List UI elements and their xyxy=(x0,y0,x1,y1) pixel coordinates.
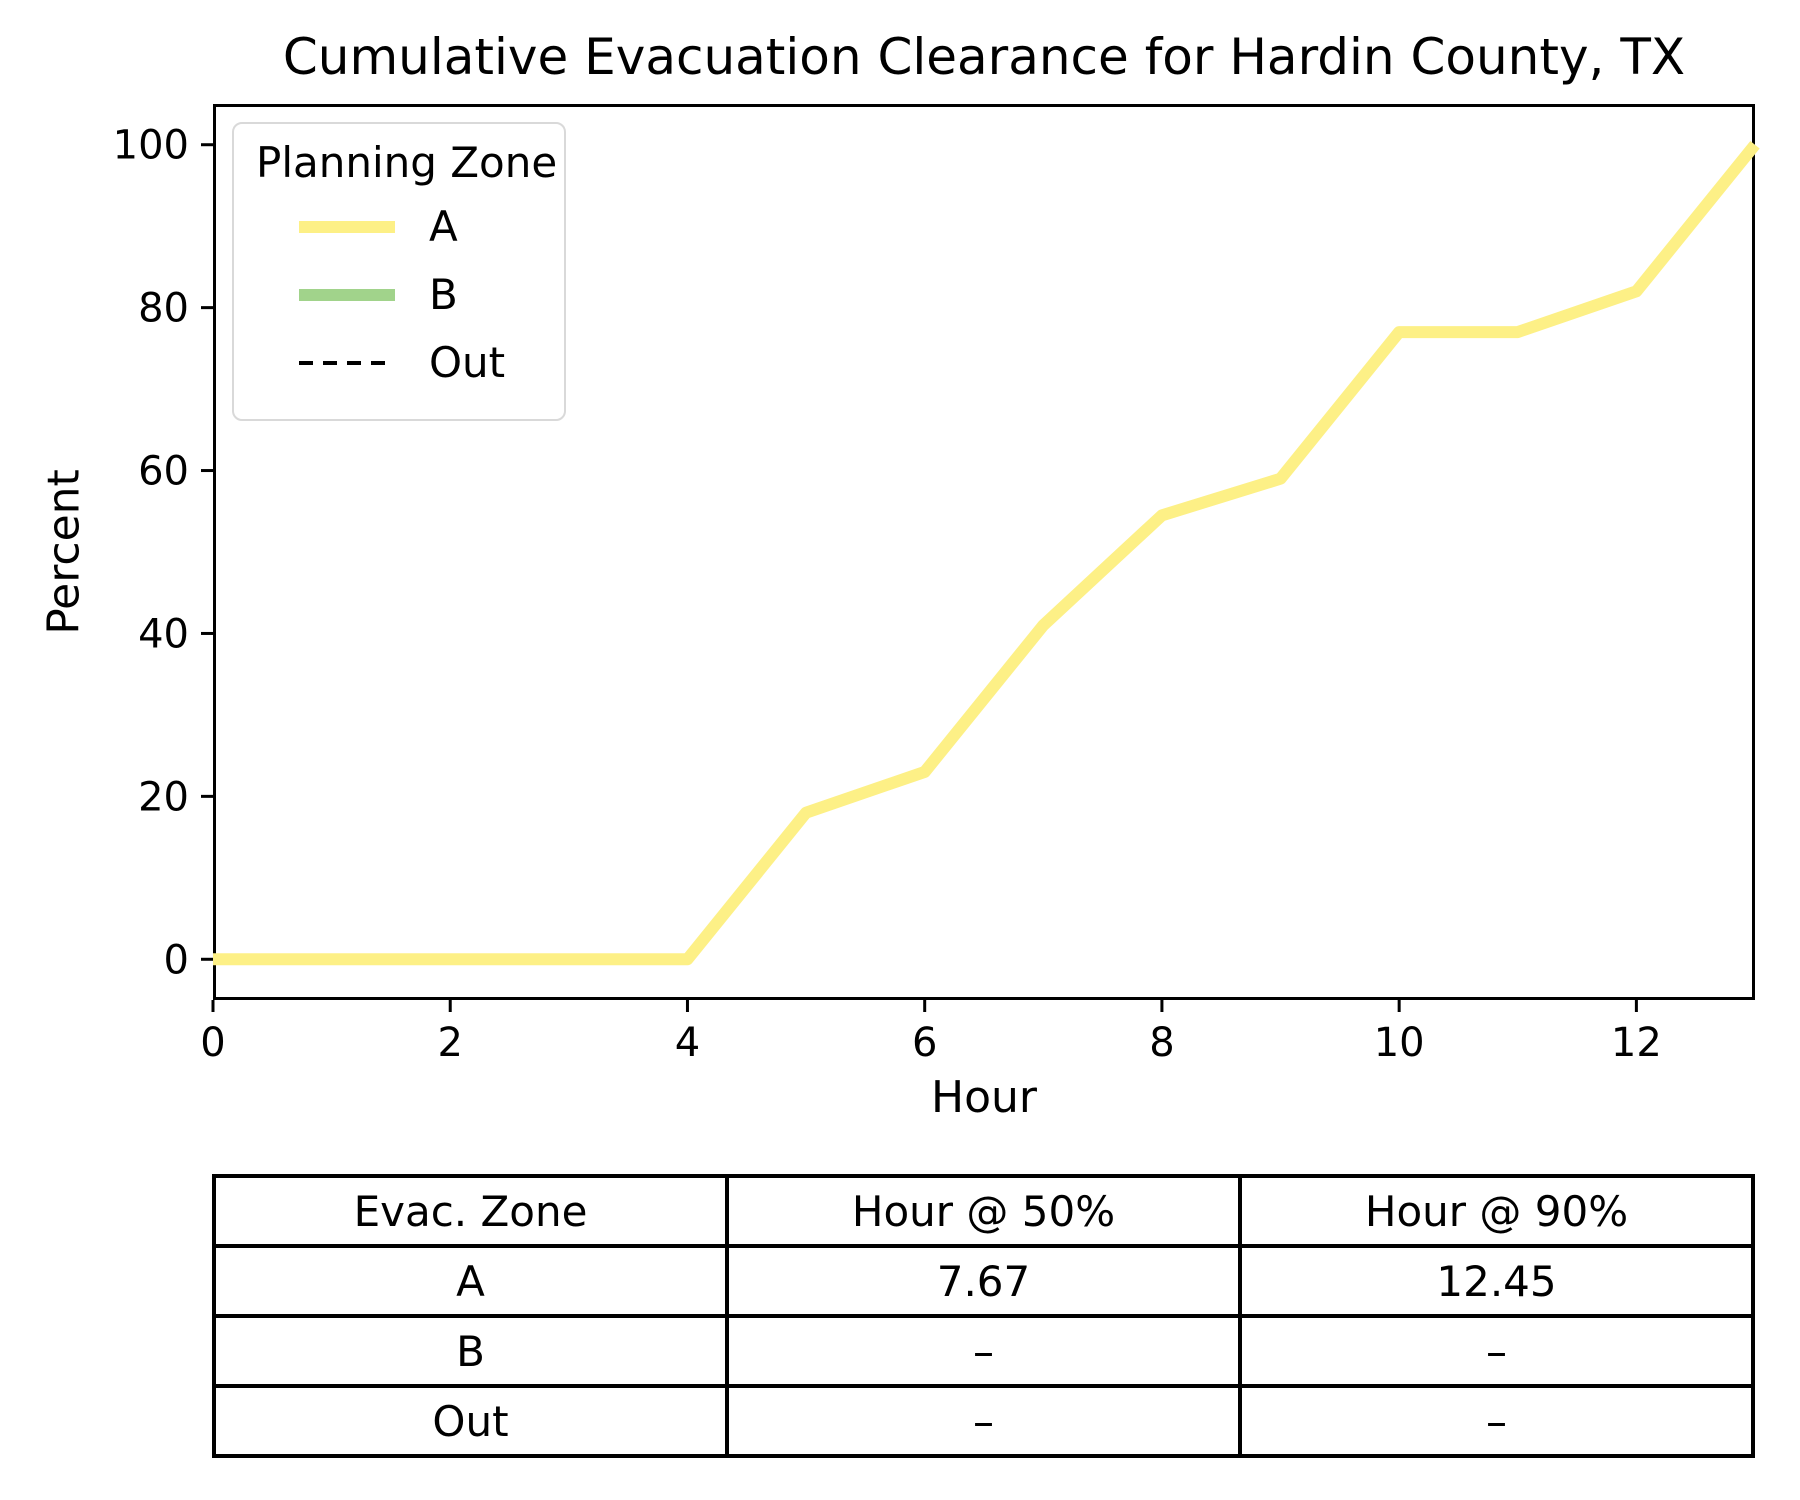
legend-swatch-solid-icon xyxy=(299,221,395,233)
table-cell: – xyxy=(725,1314,1242,1388)
table-row: Out – – xyxy=(212,1384,1755,1458)
table-header-cell: Hour @ 90% xyxy=(1238,1174,1755,1248)
legend-item-a: A xyxy=(254,193,544,261)
legend-label: B xyxy=(429,270,458,319)
table-row: B – – xyxy=(212,1314,1755,1388)
legend-swatch-dashed-icon xyxy=(299,361,395,365)
legend-label: A xyxy=(429,202,458,251)
y-tick-label: 100 xyxy=(113,123,189,169)
plot-area: 0 2 4 6 8 10 12 0 20 40 60 80 100 xyxy=(113,104,1760,1066)
legend-item-b: B xyxy=(254,261,544,329)
x-tick-label: 4 xyxy=(675,1020,700,1066)
x-tick-label: 8 xyxy=(1149,1020,1174,1066)
table-cell: A xyxy=(212,1244,729,1318)
y-tick-label: 20 xyxy=(138,774,189,820)
x-tick-label: 0 xyxy=(200,1020,225,1066)
legend-title: Planning Zone xyxy=(256,138,558,187)
series-line-a xyxy=(213,140,1760,966)
table-cell: Out xyxy=(212,1384,729,1458)
legend: Planning Zone A B Out xyxy=(232,122,566,421)
table-header-cell: Evac. Zone xyxy=(212,1174,729,1248)
table-cell: B xyxy=(212,1314,729,1388)
axes-box xyxy=(213,104,1755,1000)
table-cell: 12.45 xyxy=(1238,1244,1755,1318)
y-tick-label: 40 xyxy=(138,611,189,657)
y-axis-label: Percent xyxy=(38,469,90,635)
legend-item-out: Out xyxy=(254,329,544,397)
legend-label: Out xyxy=(429,338,506,387)
y-tick-label: 0 xyxy=(164,937,189,983)
x-tick-label: 2 xyxy=(438,1020,463,1066)
chart-canvas: 0 2 4 6 8 10 12 0 20 40 60 80 100 xyxy=(113,104,1760,1066)
chart-title: Cumulative Evacuation Clearance for Hard… xyxy=(282,28,1686,86)
table-cell: – xyxy=(725,1384,1242,1458)
y-tick-label: 80 xyxy=(138,286,189,332)
x-tick-label: 10 xyxy=(1374,1020,1425,1066)
legend-swatch-solid-icon xyxy=(299,289,395,301)
table-cell: – xyxy=(1238,1384,1755,1458)
table-row: A 7.67 12.45 xyxy=(212,1244,1755,1318)
x-axis-label: Hour xyxy=(931,1072,1037,1123)
table-header-row: Evac. Zone Hour @ 50% Hour @ 90% xyxy=(212,1174,1755,1248)
x-tick-label: 6 xyxy=(912,1020,937,1066)
table-header-cell: Hour @ 50% xyxy=(725,1174,1242,1248)
table-cell: 7.67 xyxy=(725,1244,1242,1318)
clearance-summary-table: Evac. Zone Hour @ 50% Hour @ 90% A 7.67 12.45… xyxy=(212,1174,1755,1458)
legend-items: A B Out xyxy=(254,193,544,397)
table-cell: – xyxy=(1238,1314,1755,1388)
y-tick-label: 60 xyxy=(138,449,189,495)
x-tick-label: 12 xyxy=(1611,1020,1662,1066)
